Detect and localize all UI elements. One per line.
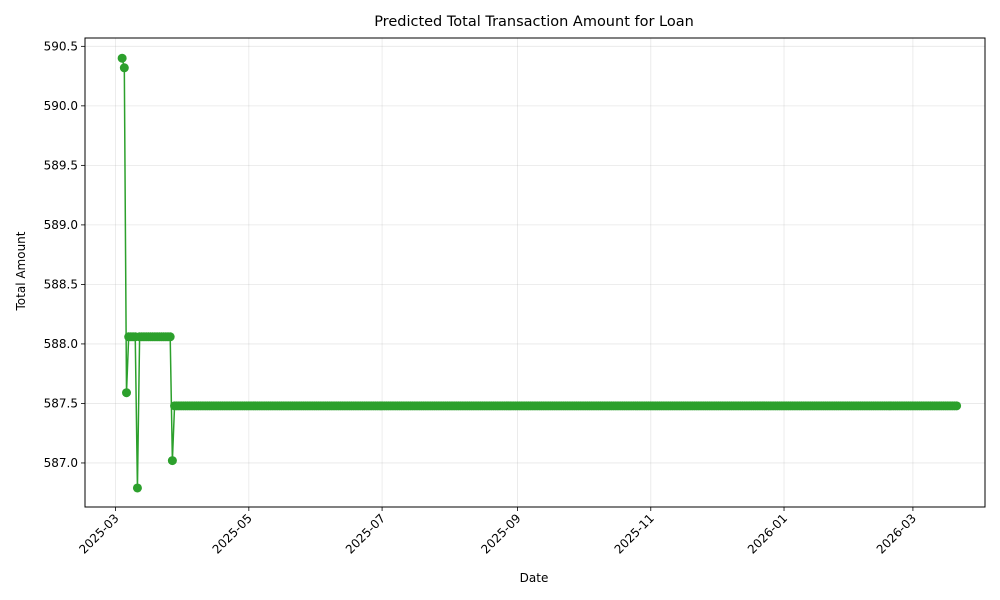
- plot-frame: [84, 37, 986, 508]
- x-axis-label: Date: [520, 571, 549, 585]
- series-line: [121, 58, 957, 488]
- x-tick-label: 2025-11: [612, 511, 657, 556]
- data-point: [952, 401, 962, 411]
- data-point: [132, 483, 142, 493]
- x-tick-label: 2025-07: [343, 511, 388, 556]
- x-axis: 2025-03 2025-05 2025-07 2025-09 2025-11 2026-…: [76, 507, 919, 557]
- y-tick-label: 589.5: [44, 158, 78, 172]
- x-tick-label: 2025-05: [210, 511, 255, 556]
- y-tick-label: 587.0: [44, 456, 78, 470]
- grid-lines: [85, 38, 985, 507]
- y-tick-label: 590.5: [44, 39, 78, 53]
- data-point: [165, 332, 175, 342]
- data-point: [167, 456, 177, 466]
- y-tick-label: 587.5: [44, 396, 78, 410]
- y-tick-label: 588.5: [44, 277, 78, 291]
- x-tick-label: 2026-01: [745, 511, 790, 556]
- y-tick-label: 589.0: [44, 218, 78, 232]
- series-layer: [117, 53, 962, 493]
- x-tick-label: 2025-03: [76, 511, 121, 556]
- y-tick-label: 590.0: [44, 99, 78, 113]
- data-point: [119, 63, 129, 73]
- x-tick-label: 2026-03: [874, 511, 919, 556]
- x-tick-label: 2025-09: [478, 511, 523, 556]
- data-point: [117, 53, 127, 63]
- chart-title: Predicted Total Transaction Amount for L…: [374, 14, 694, 30]
- y-axis-label: Total Amount: [14, 231, 28, 311]
- data-point: [122, 388, 131, 398]
- y-axis: 587.0 587.5 588.0 588.5 589.0 589.5 590.0 590.5: [44, 39, 85, 470]
- y-tick-label: 588.0: [44, 337, 78, 351]
